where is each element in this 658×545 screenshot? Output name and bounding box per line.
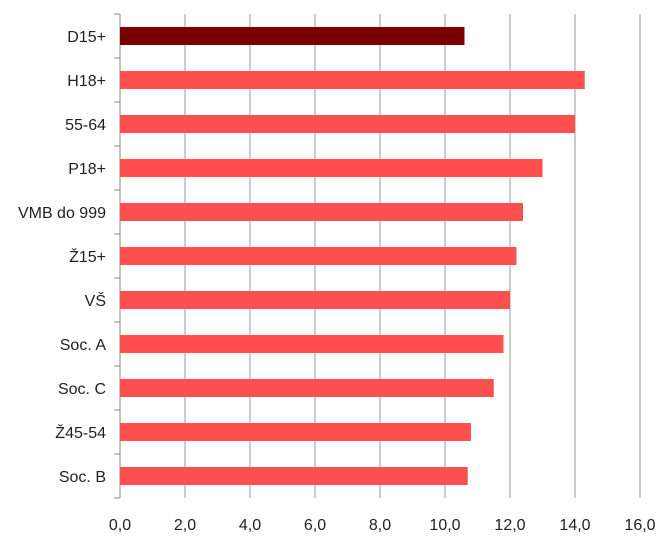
x-tick-label: 14,0: [559, 517, 590, 534]
x-tick-label: 2,0: [174, 517, 196, 534]
bar: [120, 115, 575, 133]
bar: [120, 247, 517, 265]
x-tick-labels: 0,0 2,0 4,0 6,0 8,0 10,0 12,0 14,0 16,0: [109, 517, 656, 534]
x-tick-label: 10,0: [429, 517, 460, 534]
bars: [120, 27, 585, 485]
bar: [120, 335, 504, 353]
x-tick-label: 16,0: [624, 517, 655, 534]
bar: [120, 27, 465, 45]
x-tick-label: 8,0: [369, 517, 391, 534]
x-tick-label: 12,0: [494, 517, 525, 534]
category-label: H18+: [67, 73, 106, 90]
axes: [114, 13, 121, 499]
category-label: VŠ: [85, 291, 106, 310]
category-label: Ž15+: [69, 247, 106, 266]
category-label: Soc. B: [59, 469, 106, 486]
bar: [120, 423, 471, 441]
x-tick-label: 0,0: [109, 517, 131, 534]
bar: [120, 203, 523, 221]
bar: [120, 291, 510, 309]
category-label: Soc. C: [58, 381, 106, 398]
category-label: Ž45-54: [55, 423, 106, 442]
bar: [120, 467, 468, 485]
bar: [120, 71, 585, 89]
category-label: D15+: [67, 29, 106, 46]
bar: [120, 159, 543, 177]
x-tick-label: 6,0: [304, 517, 326, 534]
category-label: P18+: [68, 161, 106, 178]
category-label: 55-64: [65, 117, 106, 134]
bar: [120, 379, 494, 397]
category-labels: D15+ H18+ 55-64 P18+ VMB do 999 Ž15+ VŠ Soc. A S…: [18, 29, 106, 486]
category-label: VMB do 999: [18, 205, 106, 222]
category-label: Soc. A: [60, 337, 107, 354]
x-tick-label: 4,0: [239, 517, 261, 534]
